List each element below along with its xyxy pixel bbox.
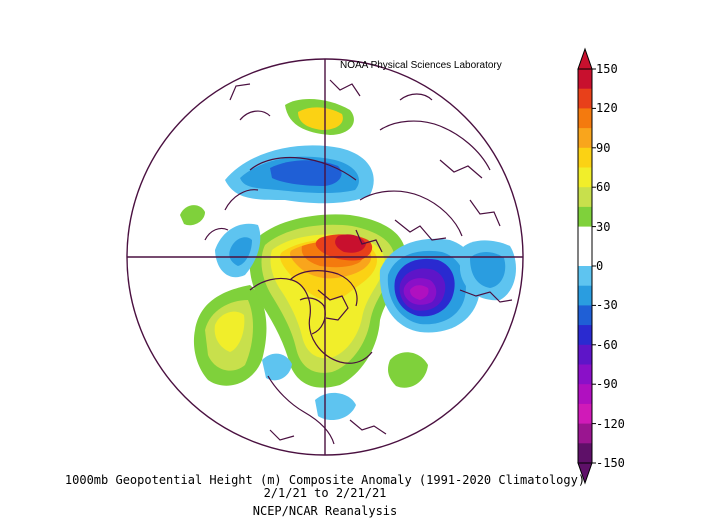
colorbar-swatch [578, 206, 592, 228]
colorbar-tick-label: -120 [596, 416, 625, 431]
colorbar-swatch [578, 443, 592, 464]
anomaly-field [180, 98, 516, 421]
colorbar-swatch [578, 147, 592, 168]
colorbar-swatch [578, 403, 592, 425]
colorbar-tick-label: -90 [596, 377, 618, 392]
colorbar-tick-label: 60 [596, 180, 611, 195]
colorbar-swatch [578, 88, 592, 109]
colorbar-swatch [578, 364, 592, 385]
colorbar-swatch [578, 325, 592, 346]
colorbar-tick-label: 90 [596, 140, 611, 155]
colorbar-swatch [578, 187, 592, 208]
colorbar-swatch [578, 423, 592, 444]
colorbar-tick-label: -150 [596, 456, 625, 470]
colorbar [577, 47, 596, 485]
colorbar-swatch [578, 69, 592, 90]
caption-line2: 2/1/21 to 2/21/21 [263, 486, 387, 500]
colorbar-swatch [578, 128, 592, 149]
colorbar-swatch [578, 226, 592, 247]
graticule [126, 58, 524, 456]
colorbar-swatch [578, 305, 592, 326]
colorbar-swatch [578, 285, 592, 306]
credit-label: NOAA Physical Sciences Laboratory [340, 60, 502, 71]
colorbar-top-arrow [577, 47, 593, 70]
coastlines [204, 79, 513, 445]
colorbar-bottom-arrow [577, 462, 593, 485]
colorbar-tick-label: -30 [596, 298, 618, 313]
colorbar-tick-label: -60 [596, 337, 618, 352]
colorbar-tick-label: 0 [596, 259, 604, 273]
colorbar-swatch [578, 108, 592, 129]
caption-line1: 1000mb Geopotential Height (m) Composite… [64, 473, 586, 487]
colorbar-tick-label: 30 [596, 219, 611, 234]
colorbar-swatch [578, 246, 592, 267]
colorbar-tick-label: 120 [596, 101, 618, 116]
colorbar-swatch [578, 384, 592, 405]
colorbar-swatch [578, 167, 592, 188]
colorbar-tick-label: 150 [596, 62, 618, 76]
colorbar-swatch [578, 266, 592, 287]
caption-line3: NCEP/NCAR Reanalysis [252, 504, 398, 518]
colorbar-swatch [578, 344, 592, 365]
